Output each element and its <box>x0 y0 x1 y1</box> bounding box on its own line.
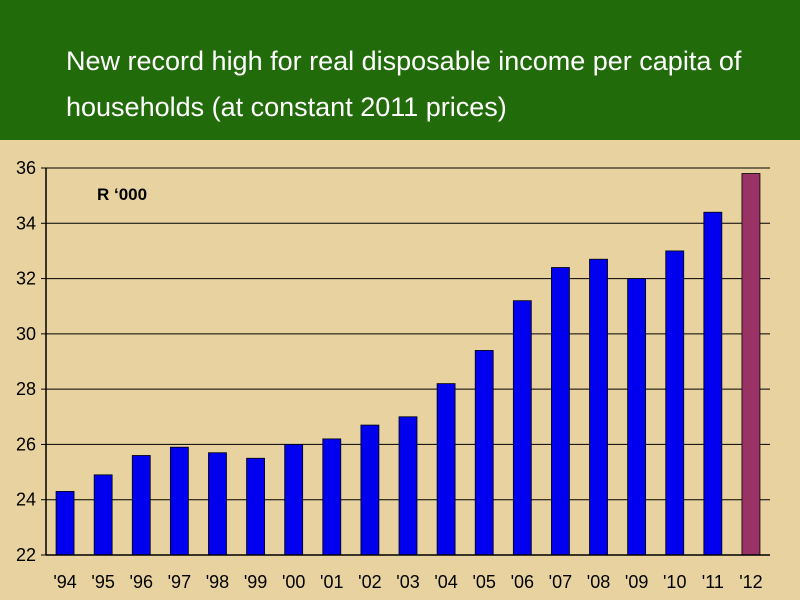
x-tick-label: '99 <box>244 572 267 592</box>
title-banner: New record high for real disposable inco… <box>0 0 800 140</box>
bar <box>360 424 380 556</box>
bar <box>474 350 494 556</box>
x-tick-label: '11 <box>702 572 724 592</box>
bar <box>589 258 608 556</box>
y-tick-label: 26 <box>16 434 36 454</box>
bar <box>703 211 723 556</box>
bar <box>512 300 532 556</box>
x-tick-label: '97 <box>168 572 191 592</box>
x-tick-label: '10 <box>663 572 686 592</box>
x-tick-label: '06 <box>511 572 534 592</box>
x-tick-label: '09 <box>625 572 648 592</box>
bar <box>284 444 304 556</box>
x-tick-label: '95 <box>91 572 114 592</box>
bar <box>246 457 265 556</box>
bar <box>322 438 342 556</box>
bar <box>741 173 761 556</box>
x-tick-label: '03 <box>396 572 419 592</box>
bar <box>93 474 113 556</box>
bar <box>665 250 685 556</box>
bar <box>398 416 418 556</box>
x-axis-ticks: '94 '95 '96 '97 '98 '99 '00 '01 '02 '03 '04 '05 '06 '… <box>53 572 762 592</box>
x-tick-label: '00 <box>282 572 305 592</box>
y-tick-label: 32 <box>16 269 36 289</box>
bar <box>55 491 75 556</box>
bar <box>208 452 227 556</box>
x-tick-label: '02 <box>358 572 381 592</box>
unit-label: R ‘000 <box>97 185 147 204</box>
y-axis-ticks: 22 24 26 28 30 32 34 36 <box>16 158 46 565</box>
x-tick-label: '07 <box>549 572 572 592</box>
x-tick-label: '01 <box>320 572 343 592</box>
y-tick-label: 24 <box>16 490 36 510</box>
bar <box>551 267 570 556</box>
y-tick-label: 28 <box>16 379 36 399</box>
bar <box>627 278 647 556</box>
bar <box>436 383 456 556</box>
x-tick-label: '08 <box>587 572 610 592</box>
bar <box>169 446 189 556</box>
y-tick-label: 36 <box>16 158 36 178</box>
x-tick-label: '96 <box>130 572 153 592</box>
bar-chart: 22 24 26 28 30 32 34 36 '94 '95 '96 '97 '98 '99 '00 '0… <box>16 158 770 592</box>
y-tick-label: 22 <box>16 545 36 565</box>
x-tick-label: '04 <box>434 572 457 592</box>
x-tick-label: '94 <box>53 572 76 592</box>
y-tick-label: 30 <box>16 324 36 344</box>
y-tick-label: 34 <box>16 213 36 233</box>
x-tick-label: '98 <box>206 572 229 592</box>
slide-title: New record high for real disposable inco… <box>66 46 742 122</box>
x-tick-label: '05 <box>472 572 495 592</box>
bar <box>131 455 151 556</box>
bars <box>55 173 761 556</box>
x-tick-label: '12 <box>739 572 762 592</box>
